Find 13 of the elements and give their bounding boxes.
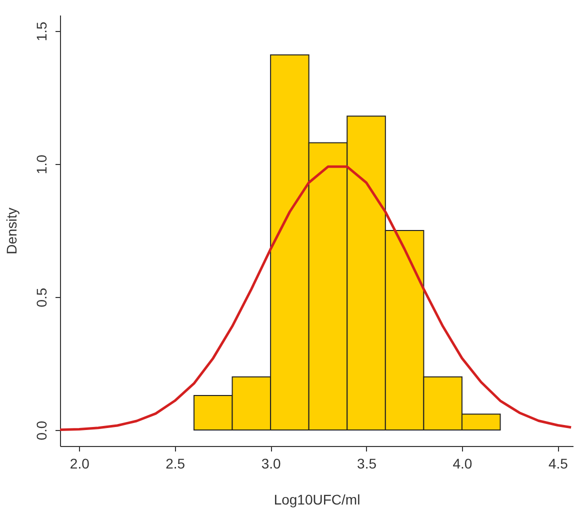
y-tick-label: 1.0 xyxy=(34,154,50,174)
x-tick-label: 2.0 xyxy=(70,456,90,472)
line-series xyxy=(60,165,572,432)
y-tick-label: 1.5 xyxy=(34,22,50,42)
x-tick-label: 4.0 xyxy=(452,456,472,472)
y-tick-label: 0.5 xyxy=(34,288,50,308)
x-tick-label: 4.5 xyxy=(548,456,568,472)
y-tick-label: 0.0 xyxy=(34,420,50,440)
x-tick-label: 3.0 xyxy=(261,456,281,472)
x-tick-label: 3.5 xyxy=(357,456,377,472)
x-axis-title: Log10UFC/ml xyxy=(274,492,360,508)
y-axis-title: Density xyxy=(4,208,20,254)
x-tick-label: 2.5 xyxy=(166,456,186,472)
